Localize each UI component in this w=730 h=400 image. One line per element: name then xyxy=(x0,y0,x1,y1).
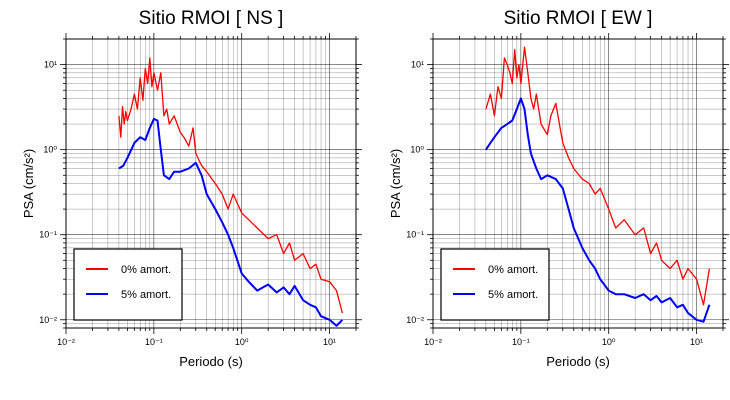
chart-title: Sitio RMOI [ NS ] xyxy=(139,8,284,29)
legend-label: 0% amort. xyxy=(488,264,538,276)
chart-title: Sitio RMOI [ EW ] xyxy=(504,8,653,29)
y-tick-label: 10¹ xyxy=(411,60,424,70)
x-tick-label: 10¹ xyxy=(690,337,703,347)
series-line-red xyxy=(485,46,711,306)
legend-box xyxy=(73,248,183,321)
x-tick-label: 10⁻² xyxy=(57,337,75,347)
y-axis-label: PSA (cm/s²) xyxy=(21,149,36,218)
x-tick-label: 10⁻² xyxy=(424,337,442,347)
y-tick-label: 10⁻² xyxy=(406,315,424,325)
series-line-red xyxy=(118,57,344,314)
y-tick-label: 10⁰ xyxy=(410,145,424,155)
x-tick-label: 10⁰ xyxy=(602,337,616,347)
chart-2: 10⁻² 10⁻¹ 10⁰ 10¹ 10⁻² 10⁻¹ 10⁰ 10¹ Sitio RMOI [… xyxy=(388,8,729,369)
ticks xyxy=(427,33,729,334)
x-tick-label: 10¹ xyxy=(323,337,336,347)
x-tick-label: 10⁰ xyxy=(235,337,249,347)
legend-label: 0% amort. xyxy=(121,264,171,276)
legend-box xyxy=(440,248,550,321)
legend: 0% amort. 5% amort. xyxy=(440,248,550,321)
y-axis-label: PSA (cm/s²) xyxy=(388,149,403,218)
legend: 0% amort. 5% amort. xyxy=(73,248,183,321)
y-tick-label: 10⁰ xyxy=(43,145,57,155)
y-tick-label: 10⁻¹ xyxy=(39,230,57,240)
y-tick-label: 10⁻¹ xyxy=(406,230,424,240)
x-tick-label: 10⁻¹ xyxy=(512,337,530,347)
x-axis-label: Periodo (s) xyxy=(546,354,610,369)
grid xyxy=(65,38,357,329)
legend-label: 5% amort. xyxy=(121,289,171,301)
series-line-blue xyxy=(118,117,344,327)
legend-label: 5% amort. xyxy=(488,289,538,301)
y-tick-label: 10⁻² xyxy=(39,315,57,325)
x-axis-label: Periodo (s) xyxy=(179,354,243,369)
ticks xyxy=(60,33,362,334)
x-tick-label: 10⁻¹ xyxy=(145,337,163,347)
y-tick-label: 10¹ xyxy=(44,60,57,70)
series-line-blue xyxy=(485,97,711,323)
chart-1: 10⁻² 10⁻¹ 10⁰ 10¹ 10⁻² 10⁻¹ 10⁰ 10¹ Sitio RMOI [… xyxy=(21,8,362,369)
